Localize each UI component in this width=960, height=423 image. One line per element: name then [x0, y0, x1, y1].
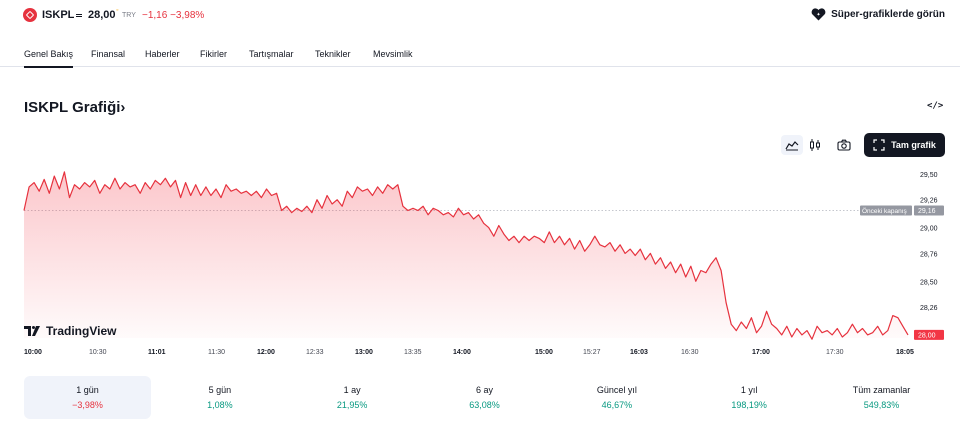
previous-close-value: 29,16 — [918, 208, 936, 215]
period-change: 46,67% — [601, 400, 633, 410]
y-axis-tick: 28,76 — [920, 251, 938, 258]
period-label: 1 gün — [76, 385, 99, 395]
x-axis-tick: 16:30 — [681, 349, 699, 356]
period-change: 1,08% — [207, 400, 233, 410]
tradingview-logo[interactable]: TradingView — [24, 324, 116, 338]
period-change: 549,83% — [863, 400, 900, 410]
price-change: −1,16 −3,98% — [142, 10, 205, 21]
period-label: 6 ay — [475, 385, 493, 395]
performance-periods: 1 gün −3,98% 5 gün 1,08% 1 ay 21,95% 6 ay 63,08… — [24, 376, 945, 419]
heart-icon: ✦ — [811, 8, 826, 21]
period-change: 21,95% — [336, 400, 368, 410]
period-change: 198,19% — [731, 400, 767, 410]
last-price: 28,00 — [88, 9, 116, 21]
period-option[interactable]: 1 ay 21,95% — [289, 376, 416, 419]
currency-label: TRY — [122, 12, 136, 19]
x-axis-tick: 18:05 — [896, 349, 914, 356]
x-axis-tick: 15:27 — [583, 349, 601, 356]
symbol-header: ISKPL 28,00 ◦ TRY −1,16 −3,98% ✦ Süper-g… — [0, 0, 960, 32]
x-axis-tick: 12:00 — [257, 349, 275, 356]
x-axis-tick: 12:33 — [306, 349, 324, 356]
svg-text:✦: ✦ — [816, 12, 820, 18]
section-tabs: Genel Bakış Finansal Haberler Fikirler T… — [0, 43, 960, 68]
tab-seasonals[interactable]: Mevsimlik — [373, 49, 413, 59]
tab-financials[interactable]: Finansal — [91, 49, 126, 59]
period-label: 1 yıl — [740, 385, 758, 395]
tab-news[interactable]: Haberler — [145, 49, 180, 59]
super-charts-link[interactable]: ✦ Süper-grafiklerde görün — [811, 8, 945, 21]
x-axis-tick: 17:30 — [826, 349, 844, 356]
embed-code-icon[interactable]: </> — [927, 101, 944, 111]
period-label: 5 gün — [208, 385, 232, 395]
candle-style-button[interactable] — [804, 135, 826, 155]
price-area-fill — [24, 171, 908, 340]
price-chart[interactable]: 29,50 29,26 29,00 28,76 28,50 28,26 Önceki kap… — [0, 160, 960, 360]
tradingview-logo-icon — [24, 326, 40, 336]
ticker-symbol[interactable]: ISKPL — [42, 9, 75, 21]
x-axis-tick: 16:03 — [630, 349, 648, 356]
y-axis-tick: 29,00 — [920, 226, 938, 233]
chart-title[interactable]: ISKPL Grafiği› — [24, 99, 125, 116]
y-axis-tick: 28,50 — [920, 279, 938, 286]
x-axis-tick: 13:35 — [404, 349, 422, 356]
period-label: Tüm zamanlar — [852, 385, 911, 395]
x-axis-tick: 13:00 — [355, 349, 373, 356]
period-option[interactable]: 1 gün −3,98% — [24, 376, 151, 419]
x-axis-tick: 11:30 — [208, 349, 225, 356]
x-axis-tick: 17:00 — [752, 349, 770, 356]
chart-title-text: ISKPL Grafiği — [24, 99, 121, 116]
tradingview-logo-text: TradingView — [46, 324, 117, 338]
tab-discussions[interactable]: Tartışmalar — [249, 49, 294, 59]
period-label: Güncel yıl — [596, 385, 637, 395]
period-option[interactable]: 6 ay 63,08% — [421, 376, 548, 419]
last-price-label: 28,00 — [918, 332, 936, 339]
period-option[interactable]: Güncel yıl 46,67% — [553, 376, 680, 419]
period-change: −3,98% — [72, 400, 103, 410]
period-option[interactable]: 5 gün 1,08% — [156, 376, 283, 419]
x-axis-tick: 10:00 — [24, 349, 42, 356]
ticker-logo-icon — [23, 8, 37, 22]
full-chart-button[interactable]: Tam grafik — [864, 133, 945, 157]
chart-canvas[interactable]: 29,50 29,26 29,00 28,76 28,50 28,26 Önceki kap… — [0, 160, 960, 360]
separator-icon — [76, 14, 82, 17]
y-axis-tick: 29,26 — [920, 198, 938, 205]
period-change: 63,08% — [469, 400, 500, 410]
price-line[interactable] — [23, 171, 909, 340]
period-option[interactable]: 1 yıl 198,19% — [686, 376, 813, 419]
x-axis-tick: 15:00 — [535, 349, 553, 356]
previous-close-label: Önceki kapanış — [862, 207, 908, 215]
fullscreen-icon — [873, 139, 885, 151]
previous-close-value-badge — [914, 205, 944, 216]
tab-overview[interactable]: Genel Bakış — [24, 49, 74, 68]
y-axis-tick: 29,50 — [920, 172, 938, 179]
tab-ideas[interactable]: Fikirler — [200, 49, 227, 59]
x-axis-tick: 10:30 — [89, 349, 107, 356]
x-axis-tick: 11:01 — [148, 349, 166, 356]
screenshot-button[interactable] — [833, 135, 855, 155]
area-chart-icon — [785, 141, 799, 151]
full-chart-label: Tam grafik — [891, 140, 936, 150]
y-axis-tick: 28,26 — [920, 305, 938, 312]
period-label: 1 ay — [343, 385, 361, 395]
x-axis-tick: 14:00 — [453, 349, 471, 356]
area-style-button[interactable] — [781, 135, 803, 155]
market-status-icon: ◦ — [116, 7, 119, 14]
period-option[interactable]: Tüm zamanlar 549,83% — [818, 376, 945, 419]
super-charts-label: Süper-grafiklerde görün — [831, 9, 945, 20]
tab-technicals[interactable]: Teknikler — [315, 49, 351, 59]
chevron-right-icon: › — [120, 99, 126, 116]
last-price-badge — [914, 329, 944, 340]
camera-icon — [837, 139, 851, 151]
previous-close-badge — [860, 205, 912, 216]
candlestick-icon — [810, 139, 820, 151]
